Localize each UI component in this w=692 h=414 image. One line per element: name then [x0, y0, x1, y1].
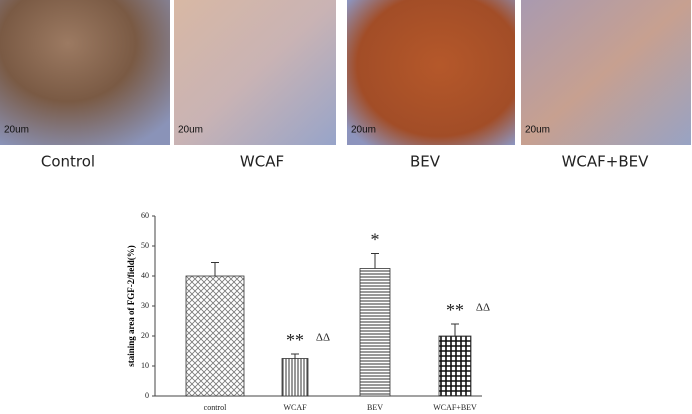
significance-vs-bev: ΔΔ — [316, 332, 330, 344]
error-bar — [291, 353, 299, 359]
y-axis-label: staining area of FGF-2/field(%) — [126, 245, 136, 367]
y-tick-label: 20 — [141, 331, 149, 340]
micrograph — [521, 0, 691, 145]
micrograph — [0, 0, 170, 145]
panel-label: WCAF+BEV — [562, 153, 650, 171]
y-tick-label: 10 — [141, 361, 149, 370]
significance: ** — [286, 330, 304, 350]
significance-vs-bev: ΔΔ — [476, 302, 490, 314]
micrographs: 20um 20um 20um 20um Control WCAF BEV WCA… — [0, 0, 691, 171]
x-tick-label: BEV — [367, 403, 383, 412]
y-tick-label: 40 — [141, 271, 149, 280]
bar — [438, 335, 472, 397]
x-tick-label: control — [204, 403, 227, 412]
error-bar — [211, 262, 219, 276]
bar — [281, 358, 309, 397]
error-bar — [451, 323, 459, 336]
x-tick-label: WCAF — [283, 403, 307, 412]
significance: ** — [446, 300, 464, 320]
y-tick-label: 50 — [141, 241, 149, 250]
scale-label: 20um — [525, 125, 550, 136]
panel-label: WCAF — [240, 153, 284, 171]
micrograph — [347, 0, 515, 145]
significance: * — [371, 230, 380, 250]
panel-label: Control — [41, 153, 95, 171]
error-bar — [371, 253, 379, 269]
panel-label: BEV — [410, 153, 441, 171]
bar — [359, 268, 391, 397]
y-tick-label: 30 — [141, 301, 149, 310]
y-tick-label: 0 — [145, 391, 149, 400]
micrograph — [174, 0, 336, 145]
scale-label: 20um — [351, 125, 376, 136]
scale-label: 20um — [4, 125, 29, 136]
bar — [185, 275, 245, 397]
y-tick-label: 60 — [141, 211, 149, 220]
x-tick-label: WCAF+BEV — [433, 403, 477, 412]
scale-label: 20um — [178, 125, 203, 136]
